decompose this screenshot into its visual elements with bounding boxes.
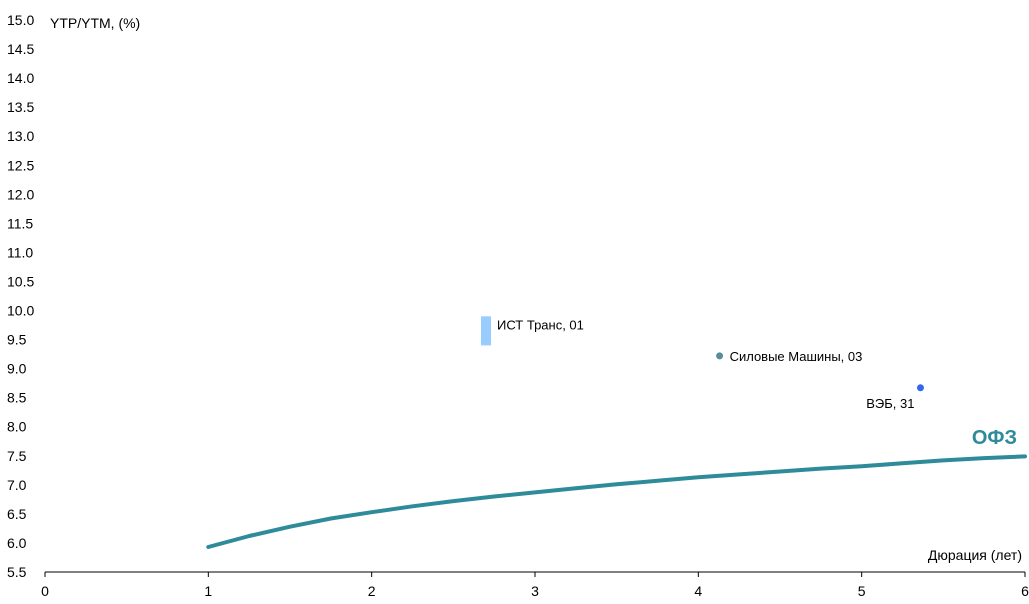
y-tick-label: 8.5: [7, 390, 27, 406]
x-tick-label: 0: [41, 583, 49, 599]
y-tick-label: 13.5: [7, 99, 34, 115]
plot-area: ИСТ Транс, 01 Силовые Машины, 03 ВЭБ, 31: [206, 316, 1027, 549]
y-tick-label: 8.0: [7, 419, 27, 435]
x-axis: 0 1 2 3 4 5 6: [41, 571, 1029, 599]
y-axis-ticks: 15.0 14.5 14.0 13.5 13.0 12.5 12.0 11.5 11.0 10.5…: [7, 12, 34, 580]
y-tick-label: 11.0: [7, 244, 33, 260]
point-marker-ist-trans: [481, 316, 491, 346]
y-axis-title: YTP/YTM, (%): [50, 15, 140, 31]
point-marker-veb: [916, 384, 924, 392]
y-tick-label: 10.5: [7, 273, 34, 289]
point-marker-silovye-mashiny: [716, 352, 724, 360]
y-tick-label: 12.0: [7, 186, 34, 202]
point-label-silovye-mashiny: Силовые Машины, 03: [730, 349, 863, 364]
y-tick-label: 5.5: [7, 564, 27, 580]
x-tick-label: 1: [204, 583, 212, 599]
y-tick-label: 9.5: [7, 332, 27, 348]
y-tick-label: 15.0: [7, 12, 34, 28]
y-tick-label: 14.0: [7, 70, 34, 86]
x-tick-label: 5: [858, 583, 866, 599]
y-tick-label: 14.5: [7, 41, 34, 57]
ofz-curve-line: [206, 454, 1027, 549]
y-tick-label: 9.0: [7, 361, 27, 377]
point-label-veb: ВЭБ, 31: [866, 396, 914, 411]
y-tick-label: 7.0: [7, 477, 27, 493]
x-tick-label: 3: [531, 583, 539, 599]
x-tick-label: 6: [1021, 583, 1029, 599]
series-label-ofz: ОФЗ: [972, 427, 1017, 449]
x-tick-label: 2: [368, 583, 376, 599]
y-tick-label: 7.5: [7, 448, 27, 464]
x-axis-title: Дюрация (лет): [928, 547, 1022, 563]
y-tick-label: 10.0: [7, 303, 34, 319]
y-tick-label: 13.0: [7, 128, 34, 144]
y-tick-label: 6.5: [7, 506, 27, 522]
x-tick-label: 4: [694, 583, 702, 599]
y-tick-label: 11.5: [7, 215, 33, 231]
y-tick-label: 6.0: [7, 535, 27, 551]
point-label-ist-trans: ИСТ Транс, 01: [497, 317, 584, 332]
y-tick-label: 12.5: [7, 157, 34, 173]
